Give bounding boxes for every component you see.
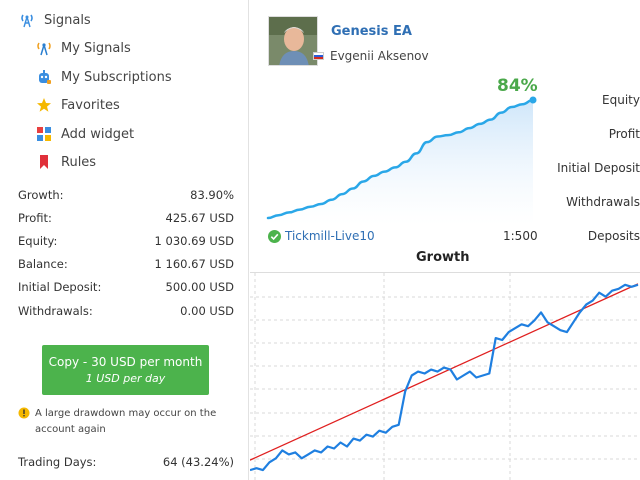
metric-label-withdrawals: Withdrawals [566,195,640,209]
author[interactable]: Evgenii Aksenov [313,49,429,63]
stat-label: Profit: [18,210,52,225]
star-icon [36,97,52,113]
sidebar-item-label: Rules [61,154,97,170]
sidebar-item-label: Signals [44,12,91,28]
divider [250,272,640,273]
growth-chart [250,273,640,480]
broker-name: Tickmill-Live10 [285,229,375,243]
sidebar-item-my-subscriptions[interactable]: My Subscriptions [36,69,172,85]
sidebar-item-add-widget[interactable]: Add widget [36,126,134,142]
stat-label: Trading Days: [18,455,97,469]
copy-button-sublabel: 1 USD per day [85,372,166,385]
trading-days: Trading Days: 64 (43.24%) [18,455,234,469]
metric-label-initial-deposit: Initial Deposit [557,161,640,175]
sidebar-item-label: Add widget [61,126,135,142]
metric-label-equity: Equity [602,93,640,107]
stat-initial-deposit: Initial Deposit: 500.00 USD [18,276,234,299]
growth-chart-title: Growth [416,250,470,265]
russia-flag-icon [313,52,324,60]
stat-label: Initial Deposit: [18,280,102,295]
stat-value: 500.00 USD [165,280,234,295]
signal-antenna-icon [18,11,36,29]
broker[interactable]: Tickmill-Live10 [268,229,375,243]
stat-label: Balance: [18,257,68,272]
stat-value: 1 160.67 USD [154,257,234,272]
metric-label-profit: Profit [608,127,640,141]
warning-text: A large drawdown may occur on the accoun… [35,408,217,435]
copy-button-label: Copy - 30 USD per month [48,355,203,369]
stat-label: Equity: [18,233,58,248]
stat-value: 83.90% [190,187,234,202]
metric-label-deposits: Deposits [587,229,640,243]
author-name: Evgenii Aksenov [330,49,429,63]
sidebar-item-rules[interactable]: Rules [36,154,96,170]
stat-growth: Growth: 83.90% [18,183,234,206]
sidebar-item-label: My Subscriptions [61,69,172,85]
stat-balance: Balance: 1 160.67 USD [18,253,234,276]
sidebar-item-label: Favorites [61,97,120,113]
signal-antenna-icon [36,40,52,56]
sidebar: Signals My Signals My Subscriptions [0,0,249,480]
bookmark-icon [36,154,52,170]
sidebar-item-label: My Signals [61,40,131,56]
leverage: 1:500 [503,229,538,243]
robot-icon [36,69,52,85]
stat-value: 0.00 USD [180,303,234,318]
sidebar-item-my-signals[interactable]: My Signals [36,40,131,56]
account-stats: Growth: 83.90% Profit: 425.67 USD Equity: 1… [18,183,234,322]
stat-label: Growth: [18,187,64,202]
avatar[interactable] [268,16,318,66]
drawdown-warning: A large drawdown may occur on the accoun… [18,406,233,438]
stat-value: 64 (43.24%) [162,455,234,469]
check-icon [268,229,281,243]
signal-title[interactable]: Genesis EA [331,24,412,39]
stat-label: Withdrawals: [18,303,93,318]
growth-percent: 84% [497,76,538,96]
warning-icon [18,407,30,438]
copy-signal-button[interactable]: Copy - 30 USD per month 1 USD per day [42,345,209,395]
sidebar-item-signals[interactable]: Signals [18,11,91,29]
stat-profit: Profit: 425.67 USD [18,206,234,229]
stat-equity: Equity: 1 030.69 USD [18,229,234,252]
mini-chart-line [266,98,535,220]
widget-blocks-icon [36,126,52,142]
stat-withdrawals: Withdrawals: 0.00 USD [18,299,234,322]
stat-value: 1 030.69 USD [154,233,234,248]
growth-line [250,283,639,472]
stat-value: 425.67 USD [165,210,234,225]
trend-line [250,283,639,461]
sidebar-item-favorites[interactable]: Favorites [36,97,120,113]
mini-chart-area [268,100,533,225]
mini-chart-endpoint [529,96,537,104]
mini-growth-chart [266,96,537,225]
